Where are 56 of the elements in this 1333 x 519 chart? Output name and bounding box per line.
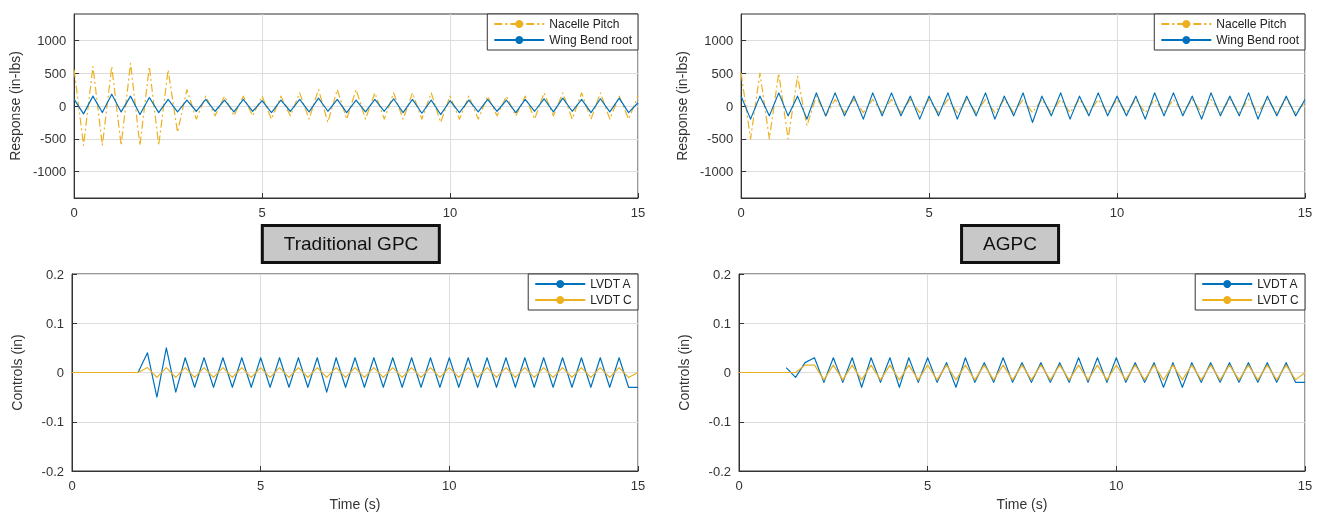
legend-label: LVDT A — [590, 277, 631, 291]
y-tick-label: 0.1 — [712, 315, 731, 331]
y-tick-label: -0.1 — [708, 414, 731, 430]
x-tick-label: 10 — [1109, 478, 1124, 493]
y-tick-label: -500 — [707, 131, 734, 147]
y-tick-label: -0.2 — [708, 463, 731, 479]
y-tick-label: 0 — [58, 98, 67, 114]
line-series — [137, 347, 639, 398]
legend-label: LVDT A — [1257, 277, 1298, 291]
line-series — [73, 62, 639, 147]
x-axis-title: Time (s) — [996, 496, 1048, 512]
y-tick-label: -0.1 — [41, 414, 64, 430]
x-tick-label: 5 — [258, 205, 266, 220]
y-tick-label: 0.1 — [45, 315, 64, 331]
x-tick-label: 15 — [1297, 478, 1313, 493]
y-tick-label: -0.2 — [41, 463, 64, 479]
y-tick-label: -500 — [40, 131, 67, 147]
legend-label: Nacelle Pitch — [1216, 17, 1287, 31]
y-tick-label: -1000 — [32, 164, 67, 180]
y-axis-title: Response (in-lbs) — [7, 51, 23, 161]
legend-label: Nacelle Pitch — [549, 17, 620, 31]
x-axis-title: Time (s) — [329, 496, 381, 512]
y-tick-label: 0.2 — [712, 266, 731, 282]
y-axis-title: Controls (in) — [9, 334, 25, 411]
x-tick-label: 15 — [630, 205, 646, 220]
line-series — [740, 92, 1306, 124]
x-tick-label: 0 — [737, 205, 745, 220]
y-tick-label: 1000 — [704, 32, 734, 48]
legend-label: Wing Bend root — [1216, 33, 1300, 47]
legend-label: Wing Bend root — [549, 33, 633, 47]
line-series — [740, 72, 1306, 140]
x-tick-label: 15 — [630, 478, 646, 493]
y-tick-label: 0 — [725, 98, 734, 114]
y-axis-title: Controls (in) — [676, 334, 692, 411]
x-tick-label: 10 — [442, 205, 458, 220]
x-tick-label: 10 — [1109, 205, 1125, 220]
y-tick-label: 0.2 — [45, 266, 64, 282]
x-tick-label: 10 — [442, 478, 457, 493]
x-tick-label: 5 — [257, 478, 265, 493]
y-tick-label: 500 — [44, 65, 67, 81]
x-tick-label: 5 — [925, 205, 933, 220]
y-tick-label: 0 — [56, 365, 64, 380]
legend-label: LVDT C — [590, 293, 633, 307]
x-tick-label: 15 — [1297, 205, 1313, 220]
y-tick-label: 1000 — [37, 32, 67, 48]
x-tick-label: 5 — [924, 478, 932, 493]
x-tick-label: 0 — [70, 205, 78, 220]
line-series — [73, 93, 639, 116]
line-series — [785, 357, 1306, 388]
text: AGPC — [960, 224, 1060, 264]
y-axis-title: Response (in-lbs) — [674, 51, 690, 161]
text: Traditional GPC — [260, 224, 442, 264]
y-tick-label: 500 — [711, 65, 734, 81]
legend-label: LVDT C — [1257, 293, 1300, 307]
y-tick-label: 0 — [723, 365, 731, 380]
y-tick-label: -1000 — [699, 164, 734, 180]
